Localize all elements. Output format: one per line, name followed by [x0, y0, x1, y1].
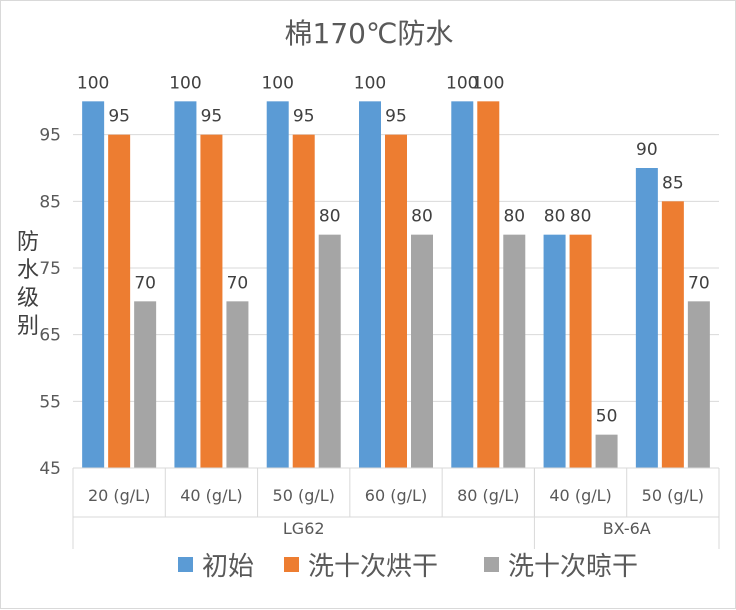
data-label: 80: [570, 207, 592, 227]
data-label: 95: [385, 107, 407, 127]
x-category-label: 50 (g/L): [642, 486, 704, 505]
bar: [108, 134, 131, 468]
x-category-label: 60 (g/L): [365, 486, 427, 505]
x-category-label: 20 (g/L): [88, 486, 150, 505]
bar: [134, 301, 157, 468]
data-label: 80: [411, 207, 433, 227]
x-category-label: 50 (g/L): [273, 486, 335, 505]
legend-label: 洗十次晾干: [508, 552, 638, 582]
y-tick-label: 65: [39, 326, 61, 346]
bar: [543, 234, 566, 468]
bar: [411, 234, 433, 468]
bar: [687, 301, 710, 468]
bar: [451, 101, 474, 468]
chart-title: 棉170℃防水: [285, 17, 454, 50]
data-label: 70: [134, 273, 156, 293]
y-tick-label: 75: [39, 259, 61, 279]
data-label: 100: [261, 73, 293, 93]
data-label: 100: [77, 73, 109, 93]
data-label: 80: [319, 207, 341, 227]
data-label: 50: [596, 407, 618, 427]
data-label: 70: [227, 273, 249, 293]
legend-swatch: [484, 557, 499, 572]
bar: [200, 134, 223, 468]
y-axis-title-char: 级: [17, 286, 39, 311]
bar: [82, 101, 105, 468]
data-label: 100: [169, 73, 201, 93]
bar: [635, 168, 658, 468]
x-axis: 20 (g/L) 40 (g/L) 50 (g/L) 60 (g/L) 80 (g/L)…: [72, 467, 720, 549]
data-label: 90: [636, 140, 658, 160]
data-label: 100: [472, 73, 504, 93]
y-axis-title-char: 防: [17, 230, 39, 255]
data-label: 100: [446, 73, 478, 93]
data-label: 95: [108, 107, 130, 127]
bars: [82, 101, 710, 469]
bar: [359, 101, 381, 468]
bar: [266, 101, 289, 468]
bar: [595, 434, 618, 468]
data-label: 70: [688, 273, 710, 293]
x-group-label: BX-6A: [603, 519, 651, 538]
y-axis-title-char: 别: [17, 314, 39, 339]
data-label: 95: [201, 107, 223, 127]
bar: [385, 134, 407, 468]
y-tick-label: 45: [39, 459, 61, 479]
data-label: 80: [544, 207, 566, 227]
bar: [477, 101, 500, 468]
bar: [569, 234, 592, 468]
bar: [661, 201, 684, 469]
legend-swatch: [178, 557, 193, 572]
data-label: 85: [662, 173, 684, 193]
legend-swatch: [284, 557, 299, 572]
y-tick-label: 85: [39, 192, 61, 212]
bar: [226, 301, 249, 468]
data-label: 80: [503, 207, 525, 227]
y-tick-label: 95: [39, 126, 61, 146]
bar: [292, 134, 315, 468]
bar: [503, 234, 526, 468]
x-category-label: 80 (g/L): [457, 486, 519, 505]
data-label: 100: [354, 73, 386, 93]
legend: 初始 洗十次烘干 洗十次晾干: [178, 552, 638, 582]
y-axis: 45 55 65 75 85 95: [39, 126, 61, 479]
x-category-label: 40 (g/L): [549, 486, 611, 505]
bar: [174, 101, 197, 468]
x-group-label: LG62: [283, 519, 325, 538]
y-tick-label: 55: [39, 392, 61, 412]
legend-label: 初始: [202, 552, 254, 582]
bar: [318, 234, 341, 468]
y-axis-title-char: 水: [17, 258, 39, 283]
legend-label: 洗十次烘干: [308, 552, 438, 582]
data-label: 95: [293, 107, 315, 127]
x-category-label: 40 (g/L): [180, 486, 242, 505]
